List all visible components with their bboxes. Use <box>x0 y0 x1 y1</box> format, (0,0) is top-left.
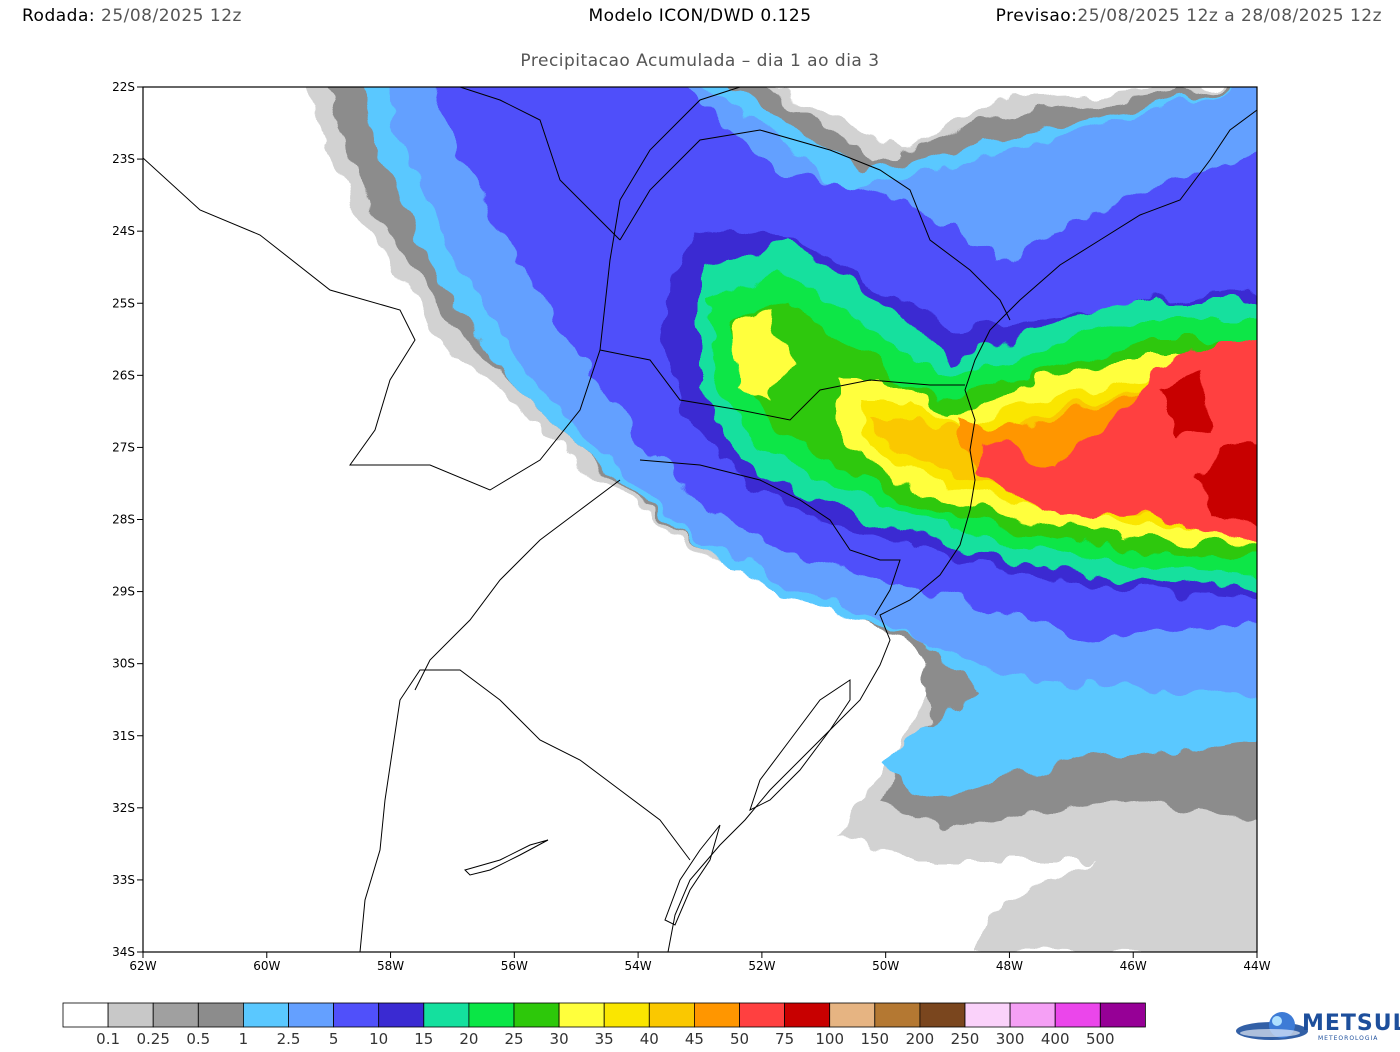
legend-label: 0.1 <box>96 1030 120 1048</box>
paraguay-river <box>459 87 621 241</box>
legend-label: 35 <box>595 1030 614 1048</box>
legend-swatch <box>784 1002 831 1028</box>
legend-swatch <box>558 1002 605 1028</box>
latitude-axis: 22S 23S 24S 25S 26S 27S 28S 29S 30S 31S 32S 33S 34S <box>112 80 143 959</box>
legend-swatch <box>333 1002 380 1028</box>
legend-label: 5 <box>329 1030 339 1048</box>
logo-wordmark: METSUL <box>1302 1011 1400 1036</box>
legend-label: 20 <box>459 1030 478 1048</box>
legend-swatch <box>468 1002 515 1028</box>
legend-swatch <box>152 1002 199 1028</box>
legend-label: 300 <box>996 1030 1025 1048</box>
legend-label: 200 <box>906 1030 935 1048</box>
forecast-label: Previsao:25/08/2025 12z a 28/08/2025 12z <box>996 6 1382 26</box>
precipitation-field <box>303 87 1257 952</box>
legend-swatch <box>919 1002 966 1028</box>
legend-label: 30 <box>550 1030 569 1048</box>
legend-label: 40 <box>640 1030 659 1048</box>
legend-label: 45 <box>685 1030 704 1048</box>
legend-swatch <box>242 1002 289 1028</box>
legend-label: 0.25 <box>136 1030 169 1048</box>
lat-tick-label: 32S <box>112 801 135 815</box>
lat-tick-label: 29S <box>112 585 135 599</box>
lon-tick-label: 52W <box>748 959 775 973</box>
legend-swatch <box>107 1002 154 1028</box>
legend-label: 400 <box>1041 1030 1070 1048</box>
longitude-axis: 62W 60W 58W 56W 54W 52W 50W 48W 46W 44W <box>129 952 1271 973</box>
legend-swatch <box>378 1002 425 1028</box>
legend-label: 250 <box>951 1030 980 1048</box>
brazil-state-sc <box>599 349 965 421</box>
legend-swatch <box>829 1002 876 1028</box>
legend-swatch <box>694 1002 740 1028</box>
lat-tick-label: 22S <box>112 80 135 94</box>
legend-swatch <box>423 1002 470 1028</box>
legend-label: 15 <box>414 1030 433 1048</box>
lat-tick-label: 28S <box>112 513 135 527</box>
legend-label: 100 <box>815 1030 844 1048</box>
legend-swatch <box>1054 1002 1101 1028</box>
lon-tick-label: 56W <box>501 959 528 973</box>
legend-swatch <box>874 1002 921 1028</box>
legend-label: 150 <box>860 1030 889 1048</box>
forecast-label-value: 25/08/2025 12z a 28/08/2025 12z <box>1077 6 1382 26</box>
precip-band-100 <box>1160 370 1257 526</box>
lat-tick-label: 23S <box>112 152 135 166</box>
legend-label: 2.5 <box>277 1030 301 1048</box>
uruguay-border <box>359 669 691 952</box>
forecast-label-key: Previsao: <box>995 6 1078 26</box>
lon-tick-label: 50W <box>872 959 899 973</box>
legend-swatch <box>964 1002 1011 1028</box>
legend-swatch <box>603 1002 650 1028</box>
metsul-logo <box>1236 1012 1308 1040</box>
lon-tick-label: 44W <box>1243 959 1270 973</box>
lon-tick-label: 62W <box>129 959 156 973</box>
legend-swatch <box>288 1002 334 1028</box>
legend-swatch <box>1009 1002 1056 1028</box>
rio-negro-lake <box>464 839 549 876</box>
lon-tick-label: 46W <box>1120 959 1147 973</box>
legend-label: 25 <box>504 1030 523 1048</box>
legend-label: 1 <box>239 1030 249 1048</box>
lon-tick-label: 60W <box>253 959 280 973</box>
legend-swatch <box>648 1002 695 1028</box>
lagoa-dos-patos <box>749 679 851 811</box>
argentina-border <box>143 87 741 491</box>
lat-tick-label: 33S <box>112 873 135 887</box>
lat-tick-label: 31S <box>112 729 135 743</box>
lat-tick-label: 24S <box>112 224 135 238</box>
lat-tick-label: 30S <box>112 657 135 671</box>
run-label: Rodada: 25/08/2025 12z <box>22 6 242 26</box>
legend-swatch <box>197 1002 244 1028</box>
lat-tick-label: 26S <box>112 368 135 382</box>
lat-tick-label: 25S <box>112 296 135 310</box>
lat-tick-label: 27S <box>112 440 135 454</box>
color-legend: 0.1 0.25 0.5 1 2.5 5 10 15 20 25 30 35 40 45 50 75 100 15… <box>62 1002 1146 1048</box>
legend-swatch <box>62 1002 109 1028</box>
legend-label: 75 <box>775 1030 794 1048</box>
legend-swatch <box>739 1002 785 1028</box>
legend-label: 10 <box>369 1030 388 1048</box>
lon-tick-label: 48W <box>996 959 1023 973</box>
rs-interior <box>414 479 621 691</box>
brazil-state-rs <box>639 459 901 616</box>
legend-label: 0.5 <box>186 1030 210 1048</box>
legend-label: 500 <box>1086 1030 1115 1048</box>
legend-swatch <box>1099 1002 1146 1028</box>
lat-tick-label: 34S <box>112 945 135 959</box>
logo-subtitle: METEOROLOGIA <box>1318 1035 1379 1042</box>
legend-label: 50 <box>730 1030 749 1048</box>
run-label-value: 25/08/2025 12z <box>101 6 242 26</box>
coastline <box>667 109 1257 952</box>
run-label-key: Rodada: <box>22 6 96 26</box>
map-subtitle: Precipitacao Acumulada – dia 1 ao dia 3 <box>520 51 880 71</box>
boundaries <box>143 87 1257 952</box>
lon-tick-label: 58W <box>377 959 404 973</box>
legend-swatch <box>513 1002 560 1028</box>
lon-tick-label: 54W <box>625 959 652 973</box>
brazil-state-pr <box>619 129 1011 321</box>
model-title: Modelo ICON/DWD 0.125 <box>588 6 812 26</box>
lagoa-mirim <box>664 824 721 926</box>
